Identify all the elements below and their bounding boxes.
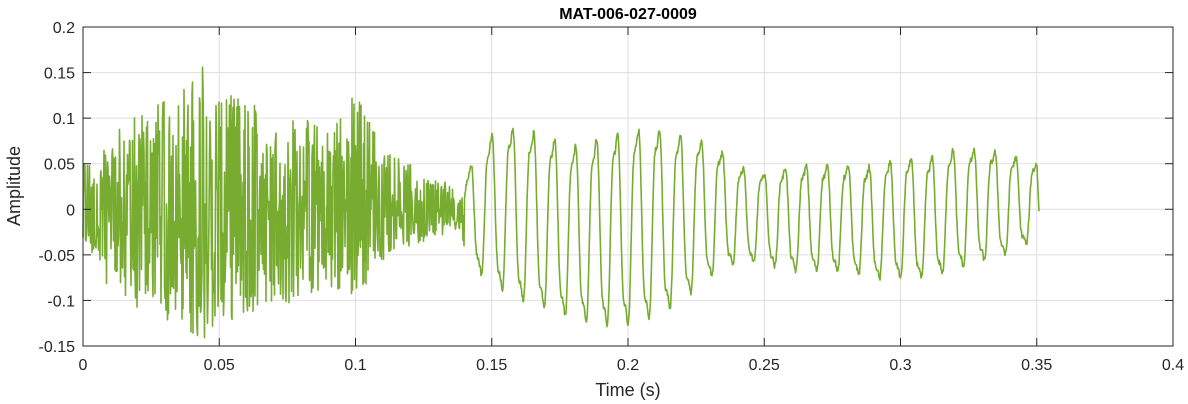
y-tick-label: 0 bbox=[66, 202, 75, 219]
waveform-series-line bbox=[82, 66, 1040, 339]
y-tick-label: 0.1 bbox=[53, 111, 75, 128]
y-tick-label: 0.2 bbox=[53, 20, 75, 37]
x-tick-label: 0.3 bbox=[889, 357, 911, 374]
x-axis-label: Time (s) bbox=[595, 380, 660, 400]
y-tick-label: -0.15 bbox=[39, 339, 76, 356]
x-tick-label: 0.2 bbox=[617, 357, 639, 374]
x-tick-label: 0 bbox=[79, 357, 88, 374]
y-tick-label: -0.05 bbox=[39, 248, 76, 265]
x-tick-label: 0.05 bbox=[204, 357, 235, 374]
y-tick-label: 0.05 bbox=[44, 157, 75, 174]
y-axis-label: Amplitude bbox=[4, 146, 24, 226]
x-tick-label: 0.25 bbox=[749, 357, 780, 374]
y-tick-label: 0.15 bbox=[44, 66, 75, 83]
x-tick-label: 0.35 bbox=[1021, 357, 1052, 374]
x-tick-label: 0.4 bbox=[1162, 357, 1184, 374]
tick-layer: 0 0.05 0.1 0.15 0.2 0.25 0.3 0.35 0.4 -0.15 -0.1 -0… bbox=[39, 20, 1185, 374]
x-tick-label: 0.1 bbox=[344, 357, 366, 374]
x-tick-label: 0.15 bbox=[476, 357, 507, 374]
chart-title: MAT-006-027-0009 bbox=[559, 6, 697, 23]
y-tick-label: -0.1 bbox=[47, 293, 75, 310]
data-layer bbox=[82, 66, 1040, 339]
